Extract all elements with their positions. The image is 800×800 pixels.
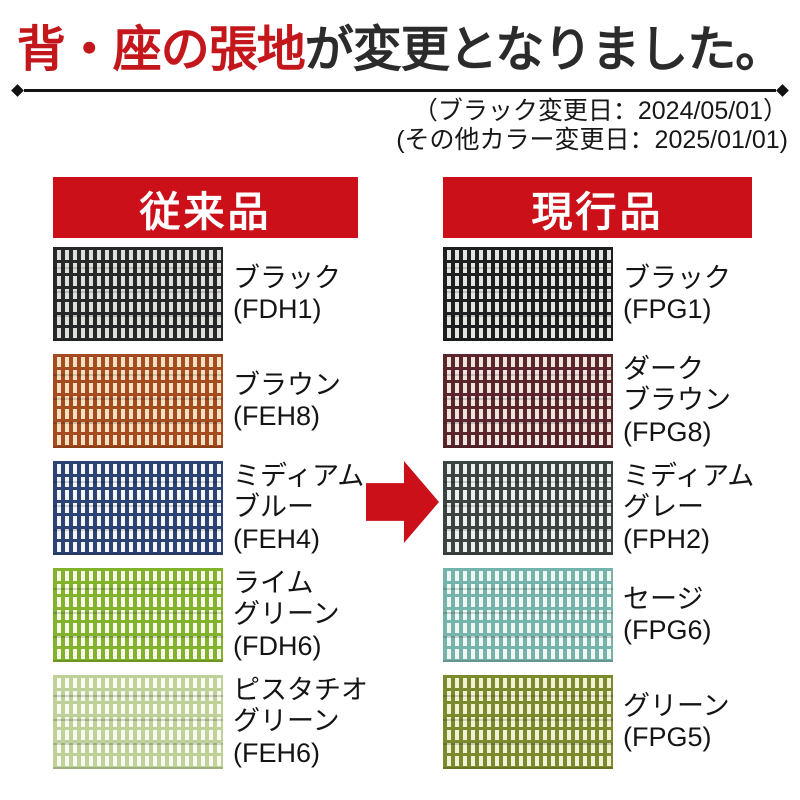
fabric-swatch: [53, 675, 223, 769]
fabric-name-line: ブラウン: [233, 369, 341, 400]
fabric-code-line: (FPH2): [623, 523, 710, 554]
fabric-name-line: ブラウン: [623, 385, 731, 416]
fabric-code-line: (FPG1): [623, 294, 712, 324]
fabric-code-line: (FPG8): [623, 416, 712, 447]
arrow-right-icon: [366, 461, 439, 543]
fabric-swatch: [53, 461, 223, 555]
fabric-swatch: [53, 568, 223, 662]
fabric-name-line: グリーン: [233, 706, 340, 737]
fabric-swatch: [53, 247, 223, 341]
fabric-swatch: [443, 354, 613, 448]
fabric-name-line: ブラック: [623, 262, 731, 293]
column-before-rows: ブラック (FDH1) ブラウン (FEH8) ミディアム ブルー: [53, 247, 368, 769]
fabric-row: セージ (FPG6): [443, 568, 752, 662]
column-after: 現行品 ブラック (FPG1) ダーク ブラウン (FPG8): [443, 177, 754, 782]
fabric-name-line: ミディアム: [233, 461, 365, 492]
fabric-name-line: グリーン: [233, 599, 340, 630]
fabric-code-line: (FDH6): [233, 630, 322, 661]
fabric-row: グリーン (FPG5): [443, 675, 752, 769]
fabric-code-line: (FPG5): [623, 722, 712, 752]
fabric-name-line: ブルー: [233, 492, 314, 523]
black-change-date: （ブラック変更日：2024/05/01）: [412, 97, 788, 125]
fabric-label: ミディアム ブルー (FEH4): [233, 461, 364, 555]
fabric-name-line: グリーン: [623, 690, 730, 721]
fabric-swatch: [53, 354, 223, 448]
fabric-name-line: ブラック: [233, 262, 341, 293]
fabric-name-line: ダーク: [623, 354, 704, 385]
fabric-label: ライム グリーン (FDH6): [233, 568, 340, 662]
fabric-swatch: [443, 461, 613, 555]
fabric-row: ブラウン (FEH8): [53, 354, 358, 448]
diamond-icon: [776, 84, 789, 97]
fabric-swatch: [443, 247, 613, 341]
fabric-label: ブラウン (FEH8): [233, 370, 341, 433]
divider-line: [24, 89, 776, 92]
divider: [11, 84, 789, 97]
fabric-code-line: (FEH8): [233, 401, 320, 431]
fabric-row: ミディアム グレー (FPH2): [443, 461, 754, 555]
other-colors-change-date: (その他カラー変更日：2025/01/01): [396, 126, 788, 155]
fabric-name-line: グレー: [623, 492, 704, 523]
fabric-row: ライム グリーン (FDH6): [53, 568, 358, 662]
title-highlight: 背・座の張地: [16, 23, 306, 77]
diamond-icon: [11, 84, 24, 97]
change-dates: （ブラック変更日：2024/05/01） (その他カラー変更日：2025/01/…: [396, 97, 788, 156]
fabric-label: ブラック (FPG1): [623, 263, 731, 326]
column-after-rows: ブラック (FPG1) ダーク ブラウン (FPG8) ミディアム グレー: [443, 247, 754, 769]
fabric-code-line: (FDH1): [233, 294, 322, 324]
page-title: 背・座の張地が変更となりました。: [0, 10, 800, 81]
fabric-label: ダーク ブラウン (FPG8): [623, 354, 731, 448]
fabric-label: セージ (FPG6): [623, 584, 712, 647]
fabric-code-line: (FPG6): [623, 615, 712, 645]
fabric-name-line: ミディアム: [623, 461, 755, 492]
fabric-label: ブラック (FDH1): [233, 263, 341, 326]
fabric-code-line: (FEH6): [233, 737, 320, 768]
fabric-row: ダーク ブラウン (FPG8): [443, 354, 752, 448]
fabric-row: ミディアム ブルー (FEH4): [53, 461, 364, 555]
fabric-name-line: セージ: [623, 583, 704, 614]
fabric-label: グリーン (FPG5): [623, 691, 730, 754]
column-after-header: 現行品: [443, 177, 752, 238]
fabric-label: ピスタチオ グリーン (FEH6): [233, 675, 368, 769]
fabric-label: ミディアム グレー (FPH2): [623, 461, 754, 555]
fabric-row: ブラック (FPG1): [443, 247, 752, 341]
fabric-code-line: (FEH4): [233, 523, 320, 554]
fabric-name-line: ピスタチオ: [233, 675, 368, 706]
fabric-row: ピスタチオ グリーン (FEH6): [53, 675, 368, 769]
title-rest: が変更となりました。: [304, 23, 785, 77]
fabric-row: ブラック (FDH1): [53, 247, 358, 341]
column-before: 従来品 ブラック (FDH1) ブラウン (FEH8): [53, 177, 368, 782]
column-before-header: 従来品: [53, 177, 358, 238]
fabric-swatch: [443, 675, 613, 769]
fabric-swatch: [443, 568, 613, 662]
fabric-name-line: ライム: [233, 568, 314, 599]
